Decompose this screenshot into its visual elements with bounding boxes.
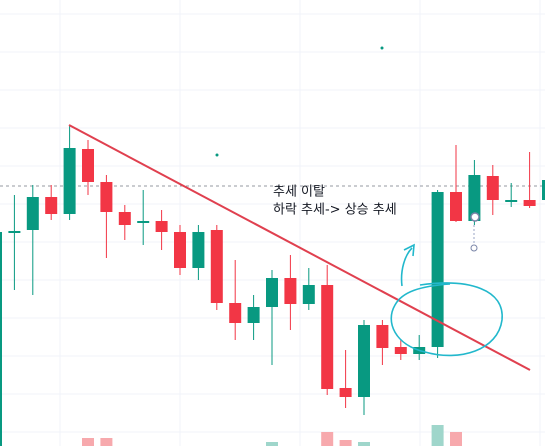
candle-body — [155, 221, 168, 232]
volume-bar — [450, 432, 462, 446]
candle-body — [247, 307, 260, 323]
candle-body — [450, 192, 462, 221]
hand-arrow — [400, 243, 415, 287]
volume-bar — [358, 442, 370, 446]
candle-body — [468, 175, 481, 221]
candle-body — [100, 182, 113, 212]
candle-body — [302, 285, 315, 304]
candle-body — [8, 231, 21, 233]
candle-body — [174, 232, 186, 268]
annotation: 하락 추세-> 상승 추세 — [273, 203, 397, 218]
cursor-point — [470, 244, 478, 252]
candle-body — [486, 176, 499, 200]
cursor-point — [470, 212, 480, 222]
candle-body — [358, 325, 370, 397]
volume-bar — [100, 438, 113, 446]
candle-body — [321, 285, 334, 389]
trend-line — [68, 124, 531, 371]
dot — [215, 153, 219, 157]
dot — [380, 46, 384, 50]
candle-body — [210, 230, 223, 303]
volume-bar — [82, 438, 94, 446]
volume-bar — [266, 442, 278, 446]
candle-body — [339, 388, 352, 397]
candle-body — [118, 212, 131, 225]
candle-body — [505, 200, 518, 202]
candle-body — [394, 347, 407, 354]
candle-body — [63, 148, 76, 214]
candle-body — [45, 197, 58, 214]
annotation: 추세 이탈 — [273, 185, 325, 200]
candle-body — [82, 149, 94, 182]
hand-circle — [390, 282, 503, 357]
candle-body — [284, 278, 297, 304]
volume-bar — [431, 425, 444, 446]
volume-bar — [339, 440, 352, 446]
volume-bar — [321, 432, 334, 446]
candle-body — [266, 278, 278, 307]
candle-body — [0, 232, 2, 446]
candle-body — [542, 180, 545, 200]
candle-body — [523, 200, 536, 206]
candle-body — [376, 325, 389, 348]
candle-body — [137, 221, 150, 223]
candle-body — [192, 232, 205, 268]
candle-body — [431, 192, 444, 347]
candle-body — [229, 303, 242, 323]
candles — [0, 125, 545, 446]
candle-body — [26, 197, 39, 230]
